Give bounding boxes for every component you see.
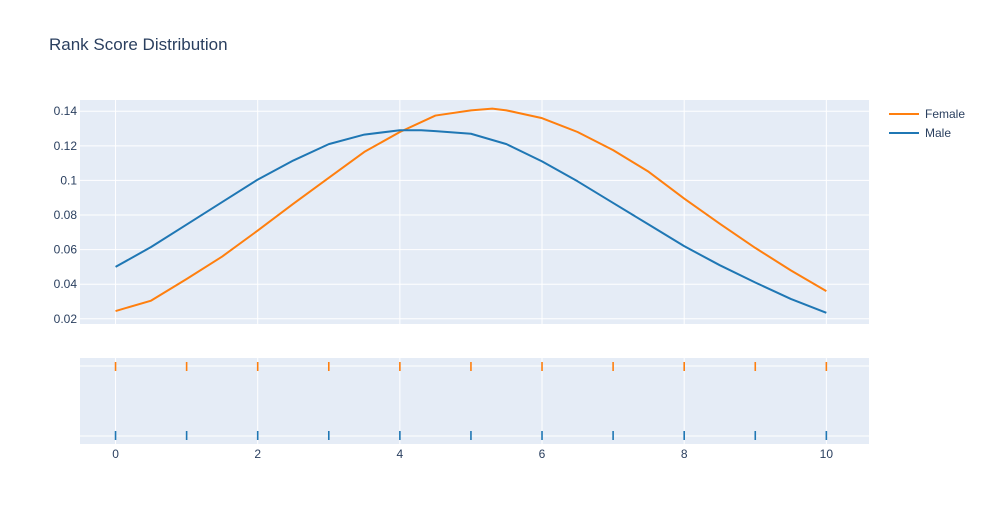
x-tick-label: 0 — [112, 447, 119, 461]
x-axis: 0 2 4 6 8 10 — [112, 447, 833, 461]
x-tick-label: 2 — [254, 447, 261, 461]
series-line-male[interactable] — [115, 129, 827, 314]
series-line-female[interactable] — [115, 107, 827, 312]
legend-item-male[interactable]: Male — [889, 126, 951, 140]
y-tick-label: 0.1 — [60, 173, 77, 187]
legend-label: Male — [925, 126, 951, 140]
chart-title: Rank Score Distribution — [49, 35, 228, 54]
y-tick-label: 0.04 — [54, 277, 78, 291]
rug-plot-area[interactable] — [80, 358, 869, 444]
y-tick-label: 0.06 — [54, 243, 78, 257]
y-tick-label: 0.08 — [54, 208, 78, 222]
x-tick-label: 6 — [539, 447, 546, 461]
legend-label: Female — [925, 107, 965, 121]
x-tick-label: 8 — [681, 447, 688, 461]
main-plot-area[interactable] — [80, 100, 869, 324]
y-tick-label: 0.02 — [54, 312, 78, 326]
y-axis: 0.02 0.04 0.06 0.08 0.1 0.12 0.14 — [54, 104, 78, 326]
legend[interactable]: Female Male — [889, 107, 965, 140]
y-tick-label: 0.12 — [54, 139, 78, 153]
y-tick-label: 0.14 — [54, 104, 78, 118]
legend-item-female[interactable]: Female — [889, 107, 965, 121]
main-plot-background — [80, 100, 869, 324]
x-tick-label: 4 — [397, 447, 404, 461]
x-tick-label: 10 — [820, 447, 834, 461]
rug-plot-background — [80, 358, 869, 444]
